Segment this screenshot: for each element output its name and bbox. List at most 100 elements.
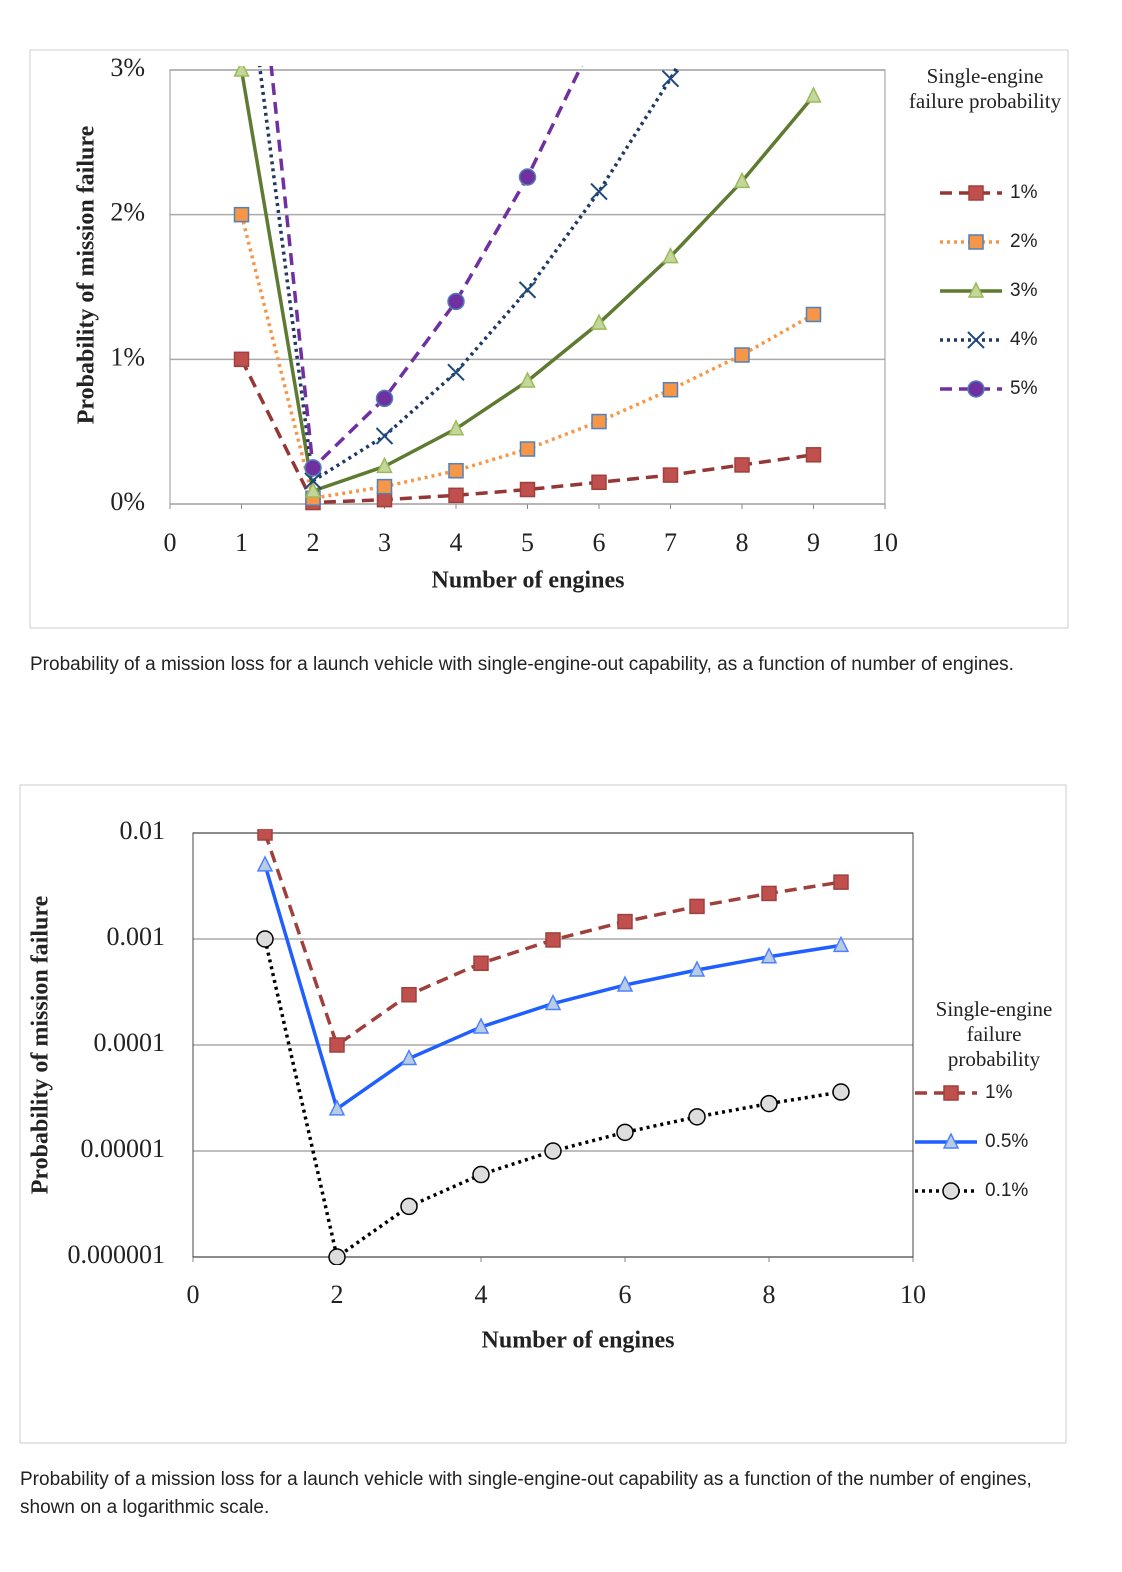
chart-frame — [19, 784, 1067, 1444]
marker — [376, 456, 393, 474]
y-tick-label: 0.001 — [107, 922, 166, 951]
x-tick-label: 10 — [872, 528, 898, 557]
marker — [662, 467, 679, 483]
marker — [376, 478, 393, 495]
chart-frame — [29, 49, 1069, 629]
marker — [761, 885, 777, 902]
y-tick-label: 0.000001 — [68, 1240, 166, 1269]
x-tick-label: 9 — [807, 528, 820, 557]
x-tick-label: 4 — [475, 1280, 488, 1309]
marker — [375, 427, 394, 445]
marker — [376, 491, 393, 508]
marker — [304, 481, 322, 498]
marker — [233, 351, 250, 368]
y-axis-label: Probability of mission failure — [74, 125, 100, 424]
marker — [688, 1108, 706, 1126]
legend-marker — [968, 234, 984, 250]
marker — [544, 1142, 562, 1160]
legend-label: 5% — [1010, 378, 1038, 399]
y-tick-label: 2% — [110, 198, 145, 227]
marker — [661, 69, 680, 88]
legend-title: Single-engine failure probability — [908, 64, 1062, 113]
marker — [328, 1099, 346, 1116]
x-tick-label: 4 — [450, 528, 463, 557]
series-line — [239, 69, 815, 494]
x-tick-label: 5 — [521, 528, 534, 557]
y-tick-label: 3% — [110, 53, 145, 82]
marker — [591, 21, 607, 37]
marker — [519, 441, 536, 457]
y-tick-label: 1% — [110, 342, 145, 371]
marker — [400, 1048, 418, 1066]
marker — [304, 472, 322, 490]
marker — [733, 171, 751, 189]
marker — [688, 960, 706, 977]
marker — [448, 462, 464, 479]
marker — [304, 459, 322, 477]
marker — [832, 935, 850, 953]
x-tick-label: 0 — [164, 528, 177, 557]
marker — [734, 457, 750, 473]
marker — [447, 292, 465, 311]
caption: Probability of a mission loss for a laun… — [30, 654, 1014, 675]
marker — [591, 474, 607, 491]
legend-marker — [967, 331, 985, 349]
legend-label: 1% — [1010, 182, 1038, 203]
marker — [805, 306, 822, 323]
marker — [689, 898, 705, 915]
marker — [519, 481, 536, 498]
legend-title: Single-engine failure probability — [935, 997, 1053, 1071]
marker — [760, 947, 778, 964]
x-tick-label: 2 — [331, 1280, 344, 1309]
marker — [518, 281, 537, 299]
marker — [518, 168, 537, 186]
marker — [590, 182, 608, 201]
marker — [590, 313, 608, 330]
x-tick-label: 8 — [736, 528, 749, 557]
marker — [545, 932, 561, 948]
series-line — [257, 66, 680, 484]
x-axis-label: Number of engines — [432, 568, 625, 594]
marker — [662, 246, 679, 264]
marker — [375, 389, 394, 408]
marker — [616, 975, 634, 992]
series-line — [269, 66, 584, 472]
legend-marker — [967, 281, 985, 298]
plot-area — [192, 832, 914, 1258]
marker — [734, 347, 750, 363]
legend-marker — [968, 185, 984, 201]
x-tick-label: 2 — [307, 528, 320, 557]
plot — [233, 21, 822, 511]
x-tick-label: 7 — [664, 528, 677, 557]
x-tick-label: 8 — [763, 1280, 776, 1309]
legend-label: 2% — [1010, 231, 1038, 252]
series-line — [263, 864, 842, 1112]
marker — [401, 986, 417, 1003]
x-tick-label: 10 — [900, 1280, 926, 1309]
legend-marker — [942, 1182, 960, 1200]
marker — [472, 1017, 490, 1034]
marker — [519, 371, 536, 388]
marker — [329, 1037, 345, 1053]
x-tick-label: 3 — [378, 528, 391, 557]
marker — [616, 1123, 634, 1142]
marker — [662, 381, 679, 398]
legend-label: 0.5% — [985, 1131, 1028, 1152]
caption: Probability of a mission loss for a laun… — [20, 1469, 1032, 1518]
legend-label: 1% — [985, 1082, 1013, 1103]
marker — [256, 855, 274, 872]
marker — [591, 413, 607, 430]
marker — [617, 913, 633, 930]
marker — [233, 66, 250, 77]
marker — [447, 363, 465, 382]
legend-label: 3% — [1010, 280, 1038, 301]
x-tick-label: 0 — [187, 1280, 200, 1309]
marker — [447, 419, 465, 436]
y-tick-label: 0.0001 — [94, 1028, 166, 1057]
y-axis-label: Probability of mission failure — [28, 895, 54, 1194]
legend-marker — [967, 380, 985, 398]
legend-label: 0.1% — [985, 1180, 1028, 1201]
x-axis-label: Number of engines — [482, 1328, 675, 1354]
